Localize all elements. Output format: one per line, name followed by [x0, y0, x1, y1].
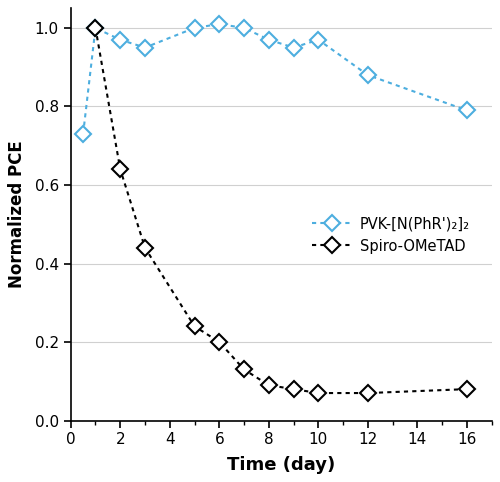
Spiro-OMeTAD: [216, 339, 222, 345]
Legend: PVK-[N(PhR')₂]₂, Spiro-OMeTAD: PVK-[N(PhR')₂]₂, Spiro-OMeTAD: [306, 211, 476, 259]
PVK-[N(PhR')₂]₂: [142, 45, 148, 51]
Line: PVK-[N(PhR')₂]₂: PVK-[N(PhR')₂]₂: [78, 18, 472, 139]
Spiro-OMeTAD: [266, 382, 272, 388]
Y-axis label: Normalized PCE: Normalized PCE: [8, 141, 26, 288]
Spiro-OMeTAD: [192, 323, 198, 329]
Spiro-OMeTAD: [92, 25, 98, 31]
Spiro-OMeTAD: [290, 386, 296, 392]
PVK-[N(PhR')₂]₂: [290, 45, 296, 51]
PVK-[N(PhR')₂]₂: [241, 25, 247, 31]
PVK-[N(PhR')₂]₂: [365, 72, 371, 78]
Spiro-OMeTAD: [464, 386, 470, 392]
PVK-[N(PhR')₂]₂: [92, 25, 98, 31]
Spiro-OMeTAD: [142, 245, 148, 251]
Line: Spiro-OMeTAD: Spiro-OMeTAD: [90, 22, 472, 399]
PVK-[N(PhR')₂]₂: [117, 37, 123, 42]
PVK-[N(PhR')₂]₂: [316, 37, 322, 42]
Spiro-OMeTAD: [117, 166, 123, 172]
Spiro-OMeTAD: [316, 390, 322, 396]
PVK-[N(PhR')₂]₂: [192, 25, 198, 31]
Spiro-OMeTAD: [365, 390, 371, 396]
PVK-[N(PhR')₂]₂: [80, 131, 86, 137]
PVK-[N(PhR')₂]₂: [266, 37, 272, 42]
X-axis label: Time (day): Time (day): [227, 455, 336, 474]
PVK-[N(PhR')₂]₂: [216, 21, 222, 27]
Spiro-OMeTAD: [241, 367, 247, 373]
PVK-[N(PhR')₂]₂: [464, 107, 470, 113]
